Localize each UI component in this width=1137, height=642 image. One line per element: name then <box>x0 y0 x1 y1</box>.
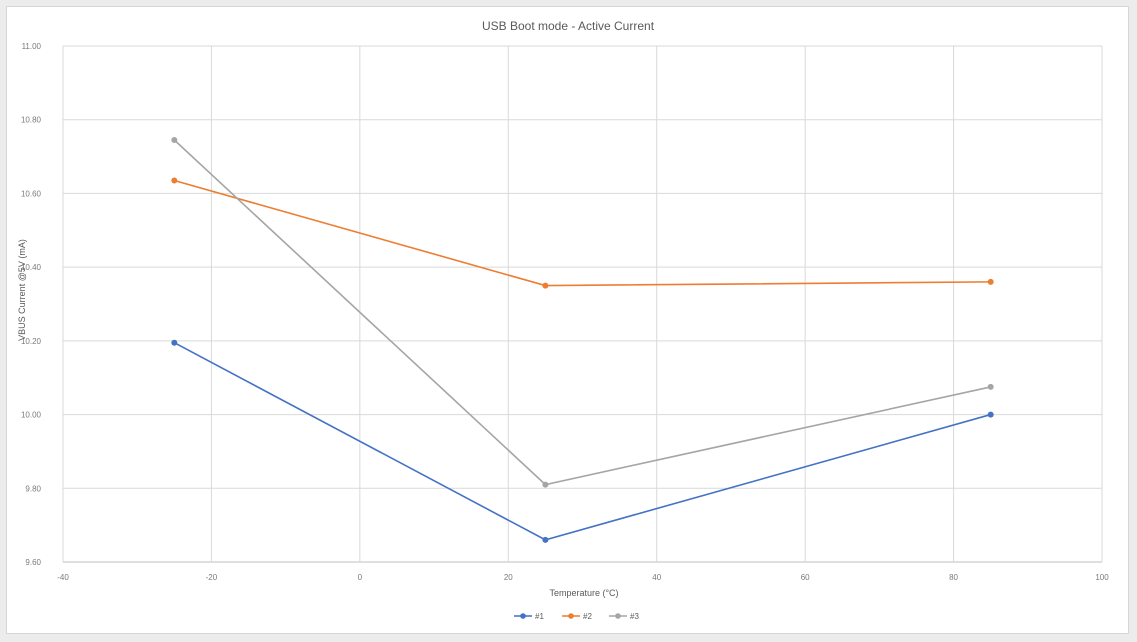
series-lines <box>171 136 994 543</box>
x-tick-label: 100 <box>1095 573 1109 582</box>
y-tick-label: 10.20 <box>21 337 42 346</box>
legend-item[interactable]: #3 <box>609 612 639 621</box>
y-tick-label: 10.60 <box>21 189 42 198</box>
legend[interactable]: #1 #2 #3 <box>514 612 639 621</box>
chart-title: USB Boot mode - Active Current <box>482 19 655 33</box>
y-tick-label: 10.40 <box>21 263 42 272</box>
data-point <box>171 339 178 346</box>
legend-label: #1 <box>535 612 544 621</box>
y-tick-label: 9.60 <box>25 558 41 567</box>
legend-item[interactable]: #1 <box>514 612 544 621</box>
legend-marker <box>615 613 621 619</box>
data-point <box>542 481 549 488</box>
grid <box>62 45 1103 563</box>
series-line <box>174 179 991 287</box>
y-axis-title: VBUS Current @5V (mA) <box>17 239 27 341</box>
x-tick-label: -20 <box>206 573 218 582</box>
data-point <box>987 383 994 390</box>
legend-marker <box>568 613 574 619</box>
x-tick-label: 80 <box>949 573 958 582</box>
y-tick-label: 9.80 <box>25 484 41 493</box>
series-3 <box>171 136 994 488</box>
data-point <box>171 177 178 184</box>
x-tick-label: -40 <box>57 573 69 582</box>
y-tick-label: 10.00 <box>21 411 42 420</box>
axis-ticks: 9.60 9.80 10.00 10.20 10.40 10.60 10.80 11.00 -4… <box>21 42 1109 582</box>
legend-label: #3 <box>630 612 639 621</box>
x-tick-label: 20 <box>504 573 513 582</box>
y-tick-label: 10.80 <box>21 116 42 125</box>
series-line <box>173 139 991 486</box>
x-axis-title: Temperature (°C) <box>549 588 618 598</box>
data-point <box>542 282 549 289</box>
data-point <box>987 411 994 418</box>
x-tick-label: 60 <box>801 573 810 582</box>
legend-marker <box>520 613 526 619</box>
legend-item[interactable]: #2 <box>562 612 592 621</box>
chart-area <box>6 6 1129 634</box>
series-line <box>173 341 991 541</box>
y-tick-label: 11.00 <box>22 42 42 51</box>
data-point <box>542 536 549 543</box>
data-point <box>987 278 994 285</box>
legend-label: #2 <box>583 612 592 621</box>
series-2 <box>171 177 994 289</box>
x-tick-label: 40 <box>652 573 661 582</box>
series-1 <box>171 339 994 543</box>
data-point <box>171 136 178 143</box>
x-tick-label: 0 <box>358 573 363 582</box>
